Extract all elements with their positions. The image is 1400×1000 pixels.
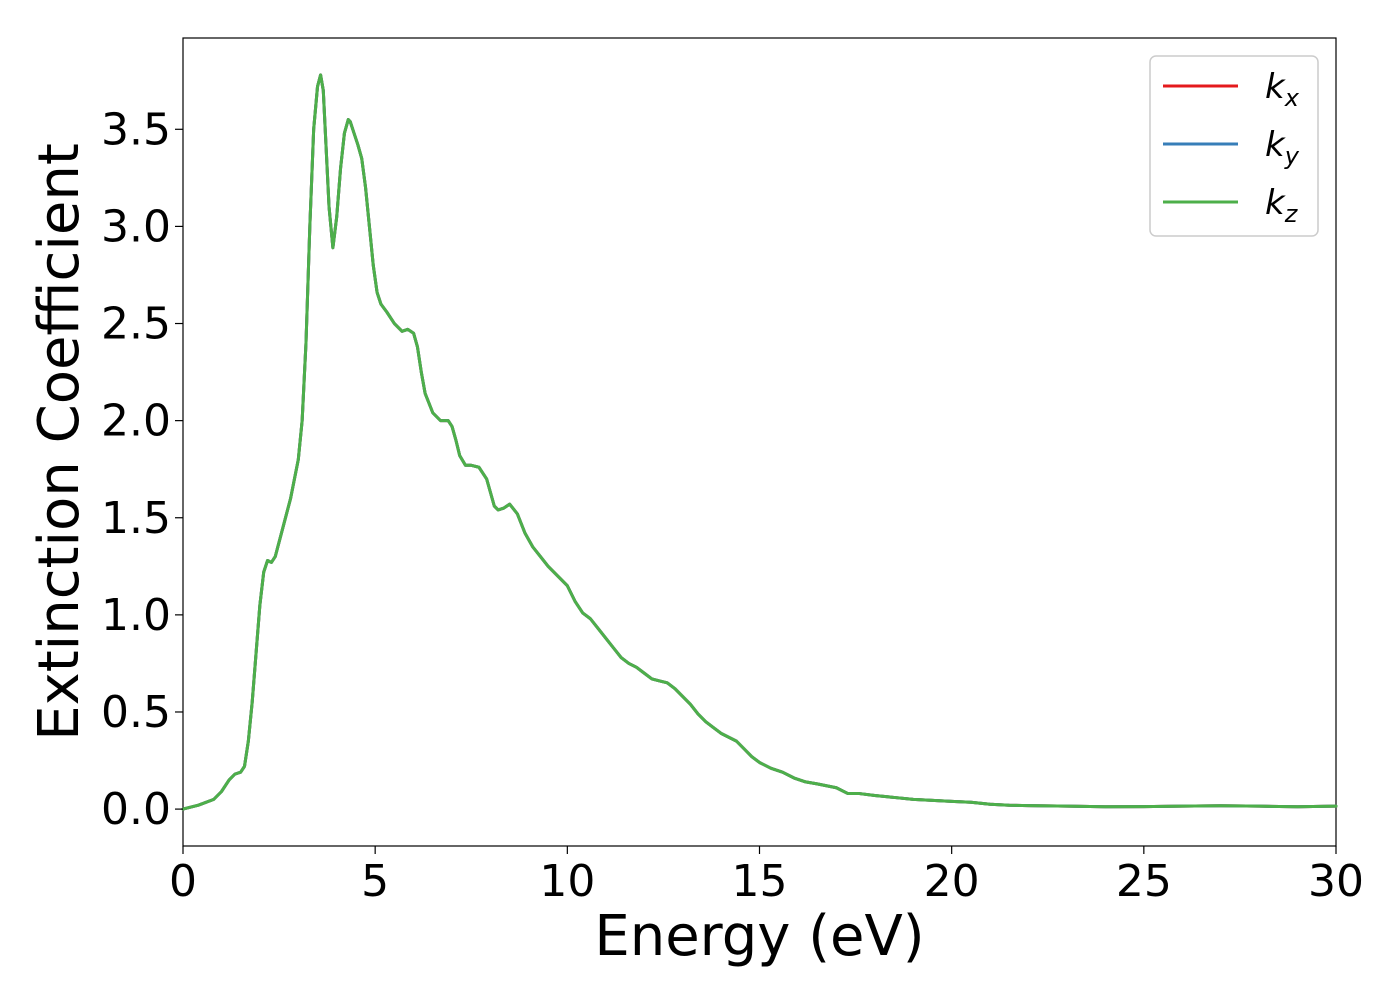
y-axis-ticks: 0.0 0.5 1.0 1.5 2.0 2.5 3.0 3.5	[101, 104, 183, 835]
x-tick-label: 5	[361, 856, 389, 907]
x-tick-label: 15	[732, 856, 788, 907]
plot-area: 0 5 10 15 20 25 30 0.0 0.5 1.0 1.5 2.0 2.5 3.0 3.5	[101, 37, 1364, 907]
x-tick-label: 30	[1308, 856, 1364, 907]
series-line-kz	[181, 73, 1338, 811]
y-tick-label: 3.0	[101, 201, 171, 252]
y-tick-label: 2.5	[101, 299, 171, 350]
x-tick-label: 0	[169, 856, 197, 907]
y-tick-label: 1.0	[101, 590, 171, 641]
legend-box	[1149, 55, 1319, 237]
y-tick-label: 1.5	[101, 493, 171, 544]
y-axis-label: Extinction Coefficient	[27, 143, 92, 741]
series-layer	[181, 73, 1338, 811]
x-tick-label: 25	[1116, 856, 1172, 907]
y-tick-label: 0.5	[101, 687, 171, 738]
x-tick-label: 20	[924, 856, 980, 907]
y-tick-label: 0.0	[101, 784, 171, 835]
y-tick-label: 3.5	[101, 104, 171, 155]
y-tick-label: 2.0	[101, 396, 171, 447]
x-tick-label: 10	[539, 856, 595, 907]
x-axis-ticks: 0 5 10 15 20 25 30	[169, 846, 1364, 907]
x-axis-label: Energy (eV)	[594, 904, 924, 969]
